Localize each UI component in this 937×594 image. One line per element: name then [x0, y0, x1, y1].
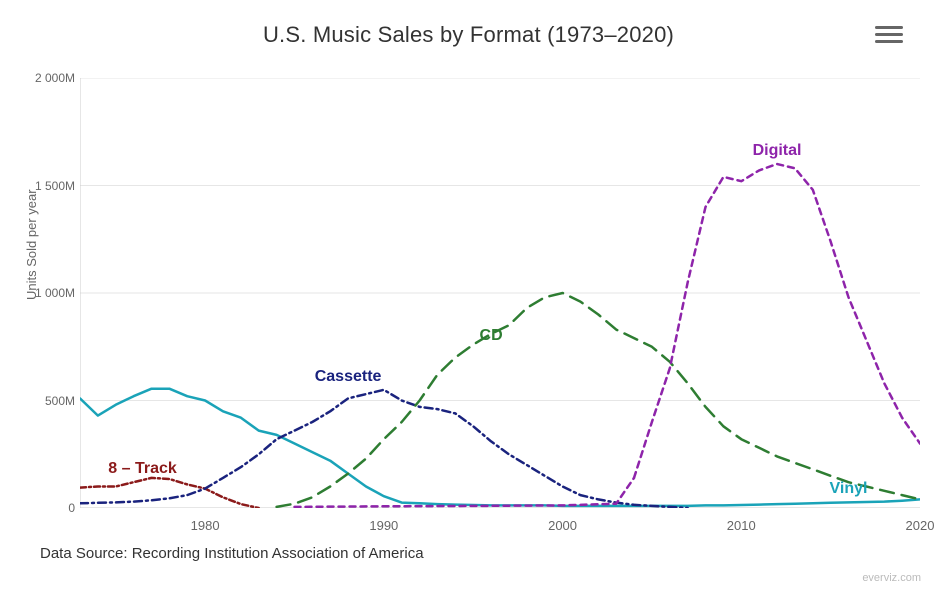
- series-line-digital: [634, 164, 920, 478]
- y-axis-label: Units Sold per year: [24, 189, 39, 300]
- credit-text: everviz.com: [862, 572, 921, 584]
- y-tick-label: 500M: [15, 394, 75, 408]
- data-source-text: Data Source: Recording Institution Assoc…: [40, 545, 424, 562]
- x-tick-label: 1990: [369, 518, 398, 533]
- series-line-digital_baseline: [295, 478, 635, 507]
- y-tick-label: 2 000M: [15, 71, 75, 85]
- x-tick-label: 2000: [548, 518, 577, 533]
- y-tick-label: 1 500M: [15, 179, 75, 193]
- x-tick-label: 2020: [906, 518, 935, 533]
- chart-plot-area: [80, 78, 920, 508]
- y-tick-label: 0: [15, 501, 75, 515]
- chart-title: U.S. Music Sales by Format (1973–2020): [0, 22, 937, 48]
- y-tick-label: 1 000M: [15, 286, 75, 300]
- x-tick-label: 2010: [727, 518, 756, 533]
- chart-container: U.S. Music Sales by Format (1973–2020) U…: [0, 0, 937, 594]
- x-tick-label: 1980: [191, 518, 220, 533]
- series-line-cassette: [80, 390, 688, 508]
- series-line-cd: [277, 293, 920, 507]
- hamburger-menu-icon[interactable]: [875, 22, 903, 46]
